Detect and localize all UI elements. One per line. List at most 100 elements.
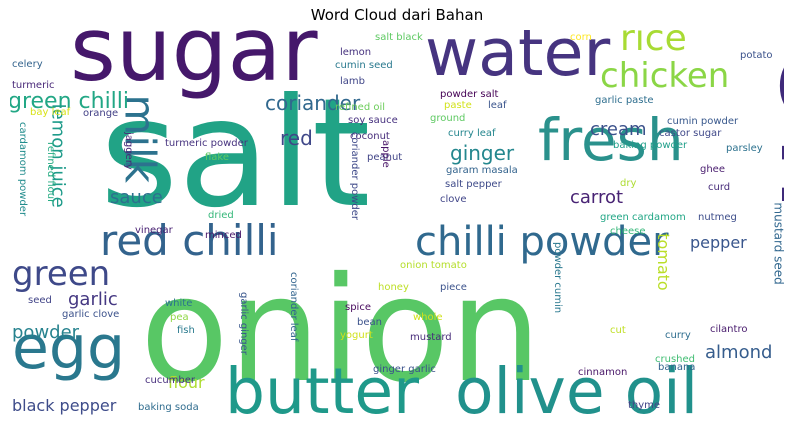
word-castor-sugar: castor sugar <box>659 128 722 139</box>
word-mustard-seed: mustard seed <box>772 202 784 284</box>
word-baking-soda: baking soda <box>138 402 199 413</box>
word-whole: whole <box>413 312 443 323</box>
word-ginger: ginger <box>450 141 515 165</box>
word-cilantro: cilantro <box>710 324 747 335</box>
word-cumin-powder: cumin powder <box>667 116 739 127</box>
word-coriander-leaf: coriander leaf <box>288 272 299 342</box>
word-curry: curry <box>665 330 691 341</box>
word-baking-powder: baking powder <box>613 140 688 151</box>
word-garlic-paste: garlic paste <box>595 95 654 106</box>
word-coriander-powder: coriander powder <box>349 132 360 221</box>
word-curd: curd <box>708 182 730 193</box>
word-onion: onion <box>140 246 542 415</box>
word-lemon-juice: lemon juice <box>47 104 68 208</box>
word-green-cardamom: green cardamom <box>600 212 686 223</box>
word-red-chilli: red chilli <box>100 216 279 265</box>
word-olive-oil: olive oil <box>455 355 698 420</box>
word-cheese: cheese <box>610 226 646 237</box>
word-cumin-seed: cumin seed <box>335 60 393 71</box>
chart-title: Word Cloud dari Bahan <box>310 6 484 24</box>
word-mustard: mustard <box>410 332 452 343</box>
word-salt-black: salt black <box>375 32 423 43</box>
word-black-pepper: black pepper <box>12 396 117 415</box>
word-egg: egg <box>12 313 125 383</box>
word-cardamom-powder: cardamom powder <box>17 122 28 217</box>
word-ginger-garlic: ginger garlic <box>373 364 436 375</box>
word-dried: dried <box>208 210 234 221</box>
word-parsley: parsley <box>726 143 763 154</box>
word-pepper: pepper <box>690 233 747 252</box>
word-refined-flour: refined flour <box>45 142 56 204</box>
word-flour: flour <box>168 373 205 392</box>
word-seed: seed <box>28 295 52 306</box>
word-curry-leaf: curry leaf <box>448 128 496 139</box>
word-water: water <box>425 30 610 91</box>
word-paste: paste <box>444 100 472 111</box>
word-lamb: lamb <box>340 76 365 87</box>
word-minced: minced <box>205 230 242 241</box>
word-garlic-clove: garlic clove <box>62 309 119 320</box>
word-sauce: sauce <box>110 187 163 208</box>
word-powder-cumin: powder cumin <box>552 242 563 313</box>
word-chicken: chicken <box>600 56 729 96</box>
word-rice: rice <box>620 30 687 59</box>
word-coriander: coriander <box>265 91 361 115</box>
word-sugar: sugar <box>70 30 318 101</box>
word-corn: corn <box>570 32 592 43</box>
word-powder: powder <box>12 322 80 343</box>
word-banana: banana <box>658 362 695 373</box>
word-turmeric: turmeric <box>12 80 54 91</box>
word-garam-masala: garam masala <box>446 165 518 176</box>
word-potato: potato <box>740 50 773 61</box>
word-milk: milk <box>116 94 165 183</box>
word-bay-leaf: bay leaf <box>30 107 71 118</box>
word-red: red <box>280 126 313 150</box>
word-pea: pea <box>170 312 189 323</box>
word-flake: flake <box>205 152 229 163</box>
word-chilli-powder: chilli powder <box>415 219 669 265</box>
word-garlic: garlic <box>68 289 118 310</box>
word-bean: bean <box>357 317 382 328</box>
word-nutmeg: nutmeg <box>698 212 737 223</box>
word-cucumber: cucumber <box>145 375 196 386</box>
word-green: green <box>12 254 110 294</box>
word-crushed: crushed <box>655 354 695 365</box>
word-cloud-area: salt onion oil sugar water fresh rice chicken mi… <box>10 30 784 420</box>
word-salt-pepper: salt pepper <box>445 179 503 190</box>
word-soy-sauce: soy sauce <box>348 115 398 126</box>
word-onion-tomato: onion tomato <box>400 260 467 271</box>
word-cut: cut <box>610 325 626 336</box>
word-leaf: leaf <box>488 100 507 111</box>
word-cinnamon: cinnamon <box>578 367 627 378</box>
word-turmeric-powder: turmeric powder <box>165 138 249 149</box>
word-refined-oil: refined oil <box>335 102 385 113</box>
word-carrot: carrot <box>570 187 623 208</box>
word-apple: apple <box>380 140 391 168</box>
word-almond: almond <box>705 342 772 363</box>
word-ghee: ghee <box>700 164 725 175</box>
word-celery: celery <box>12 59 43 70</box>
word-honey: honey <box>378 282 409 293</box>
word-coconut: coconut <box>350 131 390 142</box>
word-tomato: tomato <box>654 233 673 291</box>
word-garlic-ginger: garlic ginger <box>238 292 249 356</box>
word-jaggery: jaggery <box>123 131 134 170</box>
word-clove: clove <box>440 194 466 205</box>
word-ground: ground <box>430 113 465 124</box>
word-peanut: peanut <box>367 152 402 163</box>
word-salt: salt <box>100 67 371 241</box>
word-orange: orange <box>83 108 118 119</box>
word-fresh: fresh <box>538 106 684 174</box>
word-yogurt: yogurt <box>340 330 373 341</box>
word-green-chilli: green chilli <box>10 89 129 114</box>
word-piece: piece <box>440 282 467 293</box>
word-cream: cream <box>590 119 647 140</box>
word-butter: butter <box>225 355 419 420</box>
word-spice: spice <box>345 302 371 313</box>
word-dry: dry <box>620 178 636 189</box>
word-powder-salt: powder salt <box>440 89 499 100</box>
word-oil: oil <box>746 40 784 215</box>
word-white: white <box>165 298 192 309</box>
word-vinegar: vinegar <box>135 225 174 236</box>
